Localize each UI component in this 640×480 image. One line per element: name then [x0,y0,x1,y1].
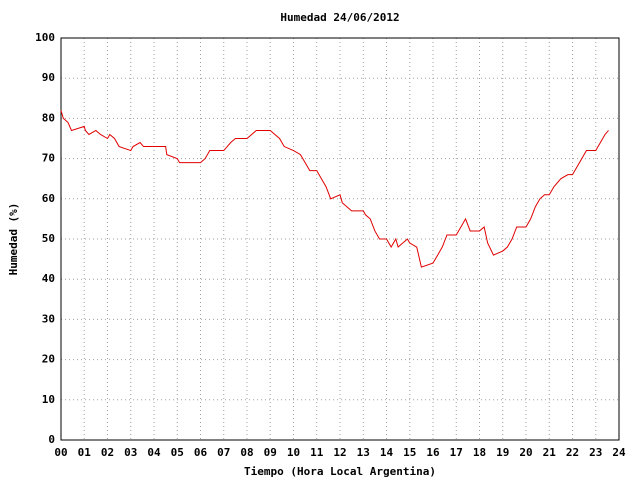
y-tick-label: 0 [48,433,55,446]
x-tick-label: 20 [519,446,532,459]
x-tick-label: 00 [54,446,67,459]
y-tick-label: 80 [42,111,55,124]
x-tick-label: 05 [171,446,184,459]
x-tick-label: 10 [287,446,300,459]
x-tick-label: 14 [380,446,394,459]
y-tick-label: 60 [42,192,55,205]
y-tick-label: 50 [42,232,55,245]
y-tick-label: 100 [35,31,55,44]
x-tick-label: 18 [473,446,486,459]
y-tick-label: 40 [42,272,55,285]
y-tick-label: 10 [42,393,55,406]
x-tick-label: 19 [496,446,509,459]
data-line [60,110,609,268]
x-tick-label: 08 [240,446,253,459]
chart-title: Humedad 24/06/2012 [280,11,399,24]
y-tick-label: 20 [42,353,55,366]
y-tick-label: 30 [42,312,55,325]
x-tick-label: 15 [403,446,416,459]
x-tick-label: 03 [124,446,137,459]
x-tick-label: 04 [147,446,161,459]
y-tick-label: 90 [42,71,55,84]
x-tick-label: 01 [78,446,92,459]
x-tick-label: 06 [194,446,208,459]
x-tick-label: 07 [217,446,230,459]
x-tick-label: 21 [543,446,557,459]
x-tick-label: 13 [357,446,370,459]
x-tick-label: 09 [264,446,277,459]
x-tick-label: 11 [310,446,324,459]
x-tick-label: 24 [612,446,626,459]
x-tick-label: 17 [450,446,463,459]
x-tick-label: 22 [566,446,579,459]
x-tick-label: 02 [101,446,114,459]
x-tick-label: 12 [333,446,346,459]
x-axis-label: Tiempo (Hora Local Argentina) [244,465,436,478]
x-tick-label: 23 [589,446,602,459]
x-tick-label: 16 [426,446,440,459]
y-tick-label: 70 [42,152,55,165]
plot-border [60,37,620,441]
y-axis-label: Humedad (%) [7,203,20,276]
